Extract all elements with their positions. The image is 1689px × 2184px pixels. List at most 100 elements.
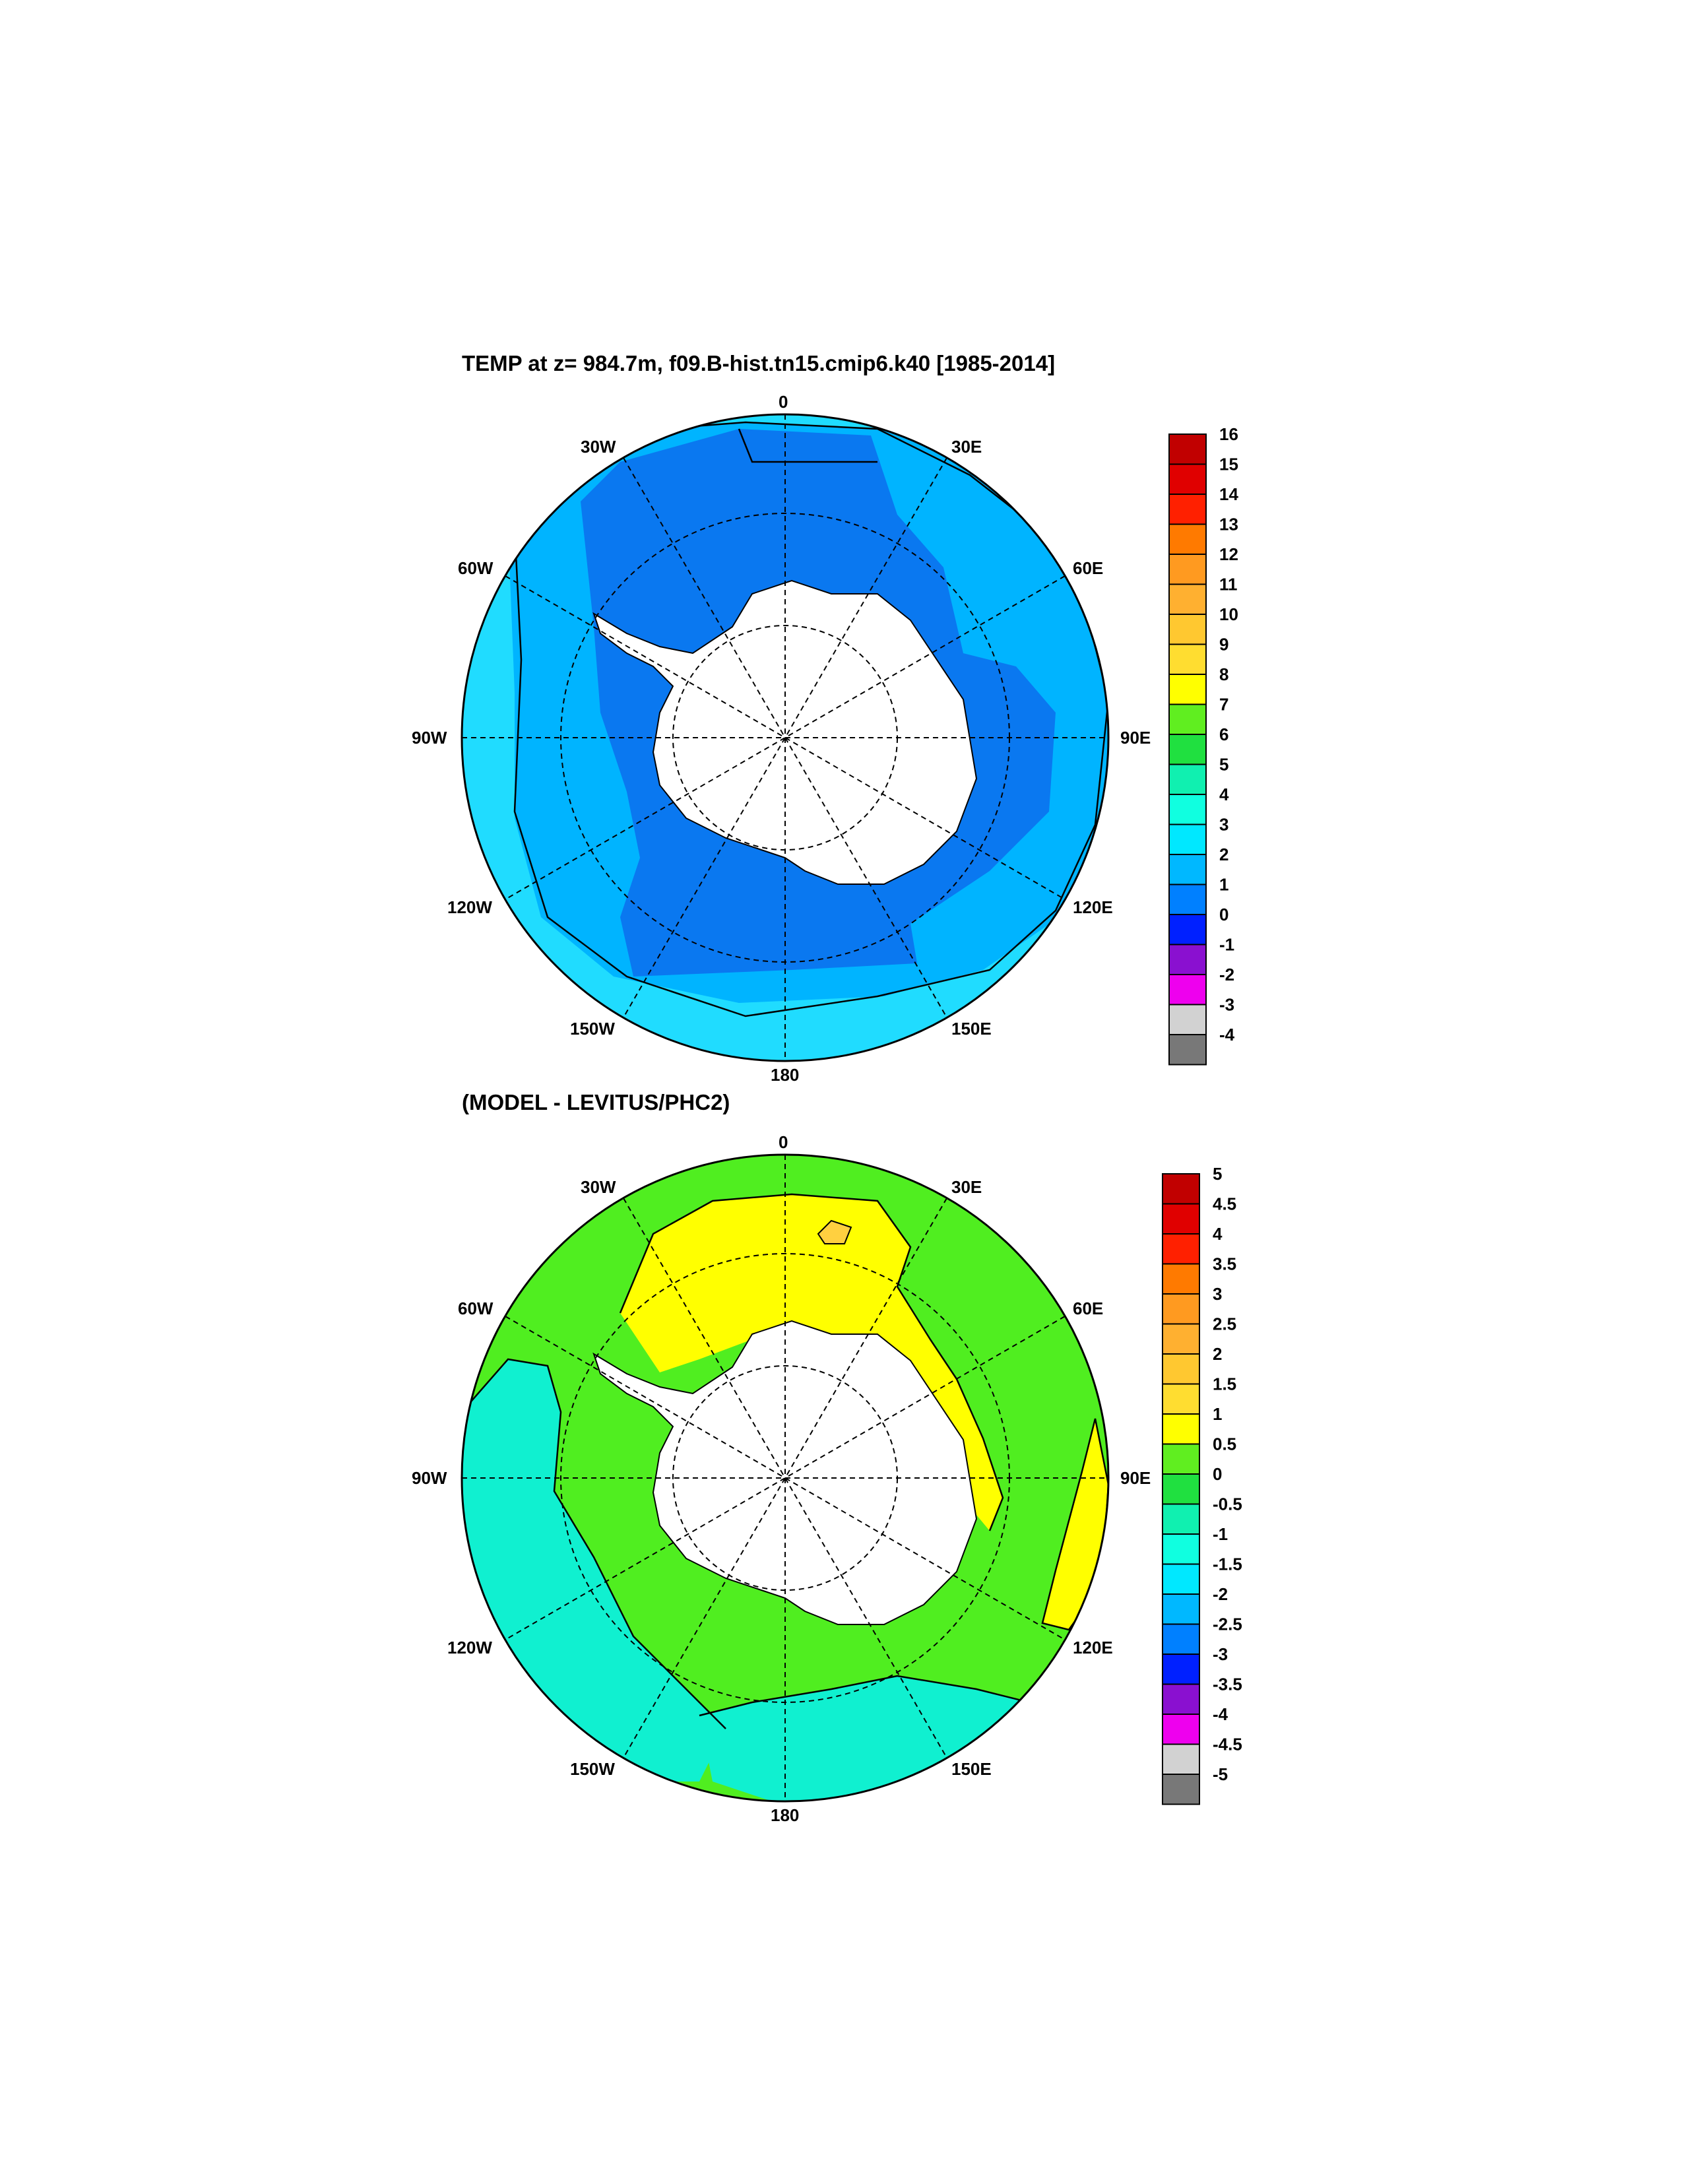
map-bottom: 0 30E 60E 90E 120E 150E 180 150W 120W 90… bbox=[412, 1132, 1242, 1825]
lon-labels-top: 0 30E 60E 90E 120E 150E 180 150W 120W 90… bbox=[412, 392, 1151, 1085]
colorbar-label: -2.5 bbox=[1213, 1615, 1242, 1634]
colorbar-label: 0.5 bbox=[1213, 1434, 1236, 1454]
colorbar-swatch bbox=[1162, 1743, 1200, 1775]
colorbar-swatch bbox=[1162, 1353, 1200, 1385]
colorbar-label: 9 bbox=[1219, 635, 1228, 655]
colorbar-swatch bbox=[1168, 554, 1207, 585]
colorbar-swatch bbox=[1168, 734, 1207, 765]
colorbar-label: -1.5 bbox=[1213, 1555, 1242, 1574]
colorbar-label: 1.5 bbox=[1213, 1374, 1236, 1394]
lon-label: 60W bbox=[458, 1299, 494, 1318]
lon-label: 60W bbox=[458, 558, 494, 578]
lon-label: 30E bbox=[951, 1177, 982, 1197]
colorbar-swatch bbox=[1168, 1034, 1207, 1066]
colorbar-swatch bbox=[1168, 1004, 1207, 1035]
colorbar-label: -4 bbox=[1213, 1704, 1228, 1724]
colorbar-swatch bbox=[1162, 1654, 1200, 1685]
colorbar-swatch bbox=[1162, 1533, 1200, 1565]
colorbar-swatch bbox=[1162, 1203, 1200, 1235]
colorbar-swatch bbox=[1162, 1683, 1200, 1715]
colorbar-swatch bbox=[1168, 434, 1207, 465]
colorbar-swatch bbox=[1162, 1593, 1200, 1625]
lon-label: 60E bbox=[1073, 1299, 1103, 1318]
colorbar-swatch bbox=[1162, 1443, 1200, 1475]
colorbar-label: 4 bbox=[1219, 785, 1229, 804]
colorbar-swatch bbox=[1168, 703, 1207, 735]
colorbar-swatch bbox=[1168, 614, 1207, 645]
colorbar-label: 3 bbox=[1219, 815, 1228, 835]
colorbar-label: -1 bbox=[1219, 935, 1234, 955]
colorbar-swatch bbox=[1168, 583, 1207, 615]
colorbar-swatch bbox=[1168, 914, 1207, 946]
colorbar-swatch bbox=[1162, 1323, 1200, 1355]
colorbar-label: 5 bbox=[1219, 755, 1228, 775]
colorbar-label: -4 bbox=[1219, 1025, 1235, 1044]
colorbar-label: 4 bbox=[1213, 1224, 1223, 1244]
colorbar-label: 2.5 bbox=[1213, 1314, 1236, 1334]
lon-label: 90W bbox=[412, 1468, 447, 1488]
colorbar-label: -2 bbox=[1213, 1584, 1228, 1604]
colorbar-label: 6 bbox=[1219, 724, 1228, 744]
colorbar-swatch bbox=[1162, 1503, 1200, 1535]
colorbar-label: 3 bbox=[1213, 1284, 1222, 1304]
colorbar-swatch bbox=[1162, 1263, 1200, 1295]
colorbar-swatch bbox=[1168, 854, 1207, 885]
colorbar-swatch bbox=[1162, 1413, 1200, 1445]
colorbar-swatch bbox=[1168, 463, 1207, 495]
colorbar-label: 10 bbox=[1219, 604, 1238, 624]
colorbar-label: -1 bbox=[1213, 1524, 1228, 1544]
plot-title-bottom: (MODEL - LEVITUS/PHC2) bbox=[462, 1090, 730, 1114]
colorbar-label: 1 bbox=[1219, 875, 1228, 895]
colorbar-label: 0 bbox=[1213, 1464, 1222, 1484]
colorbar-swatch bbox=[1168, 794, 1207, 825]
colorbar-swatch bbox=[1162, 1233, 1200, 1265]
lon-label: 0 bbox=[779, 392, 788, 412]
lon-label: 30W bbox=[581, 1177, 616, 1197]
colorbar-label: 7 bbox=[1219, 695, 1228, 715]
lon-label: 180 bbox=[771, 1065, 799, 1085]
colorbar-label: 16 bbox=[1219, 424, 1238, 444]
lon-label: 150W bbox=[570, 1759, 615, 1779]
colorbar-label: 2 bbox=[1219, 845, 1228, 864]
lon-label: 30E bbox=[951, 437, 982, 457]
colorbar-label: -3.5 bbox=[1213, 1675, 1242, 1694]
colorbar-label: 11 bbox=[1219, 575, 1238, 594]
colorbar-bottom: 5 4.5 4 3.5 3 2.5 2 1.5 1 0.5 0 -0.5 -1 -1.5 -2 -2.5 -3 -… bbox=[1162, 1164, 1242, 1805]
colorbar-swatch bbox=[1168, 823, 1207, 855]
colorbar-swatch bbox=[1162, 1383, 1200, 1415]
colorbar-swatch bbox=[1168, 974, 1207, 1006]
colorbar-swatch bbox=[1162, 1473, 1200, 1505]
field-orange-patch bbox=[817, 1219, 852, 1244]
colorbar-label: -2 bbox=[1219, 965, 1234, 984]
lon-label: 90E bbox=[1120, 1468, 1151, 1488]
colorbar-label: -3 bbox=[1219, 995, 1234, 1015]
colorbar-swatch bbox=[1168, 883, 1207, 915]
colorbar-swatch bbox=[1162, 1173, 1200, 1205]
lon-label: 120W bbox=[447, 897, 492, 917]
colorbar-swatch bbox=[1162, 1563, 1200, 1595]
colorbar-label: 12 bbox=[1219, 544, 1238, 564]
lon-label: 180 bbox=[771, 1805, 799, 1825]
lon-label: 120E bbox=[1073, 897, 1113, 917]
colorbar-swatch bbox=[1168, 674, 1207, 705]
colorbar-swatch bbox=[1168, 523, 1207, 555]
lon-label: 90E bbox=[1120, 728, 1151, 748]
colorbar-swatch bbox=[1168, 944, 1207, 975]
colorbar-label: -4.5 bbox=[1213, 1735, 1242, 1754]
field-yellow bbox=[620, 1194, 1003, 1531]
colorbar-label: 3.5 bbox=[1213, 1254, 1236, 1274]
lon-label: 120W bbox=[447, 1638, 492, 1657]
plot-title-top: TEMP at z= 984.7m, f09.B-hist.tn15.cmip6… bbox=[462, 351, 1056, 375]
colorbar-swatch bbox=[1162, 1293, 1200, 1325]
colorbar-swatch bbox=[1162, 1714, 1200, 1745]
colorbar-label: 13 bbox=[1219, 515, 1238, 534]
colorbar-label: 4.5 bbox=[1213, 1194, 1236, 1214]
lon-label: 150E bbox=[951, 1759, 992, 1779]
colorbar-swatch bbox=[1168, 643, 1207, 675]
colorbar-swatch bbox=[1168, 494, 1207, 525]
lon-label: 150W bbox=[570, 1019, 615, 1039]
colorbar-swatch bbox=[1168, 763, 1207, 795]
colorbar-swatch bbox=[1162, 1623, 1200, 1655]
lon-label: 30W bbox=[581, 437, 616, 457]
